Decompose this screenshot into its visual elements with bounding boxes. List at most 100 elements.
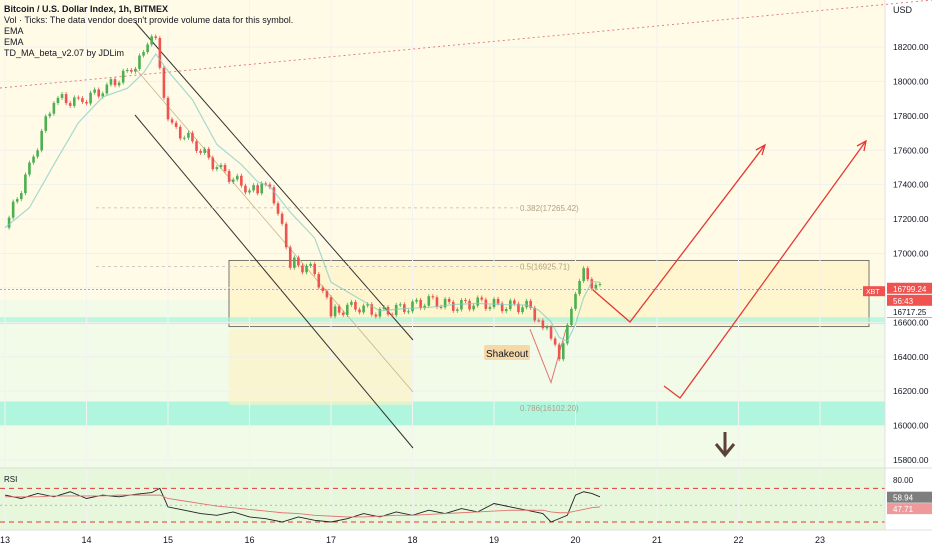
candle-body[interactable] [321, 287, 325, 292]
candle-body[interactable] [390, 314, 394, 316]
candle-body[interactable] [89, 92, 92, 104]
candle-body[interactable] [219, 164, 223, 168]
candle-body[interactable] [419, 299, 422, 309]
candle-body[interactable] [203, 148, 206, 153]
candle-body[interactable] [293, 257, 296, 268]
candle-body[interactable] [553, 338, 557, 345]
candle-body[interactable] [309, 263, 312, 266]
candle-body[interactable] [354, 301, 357, 310]
candle-body[interactable] [407, 311, 410, 313]
candle-body[interactable] [333, 306, 337, 317]
candle-body[interactable] [464, 300, 467, 302]
candle-body[interactable] [325, 291, 329, 298]
candle-body[interactable] [480, 297, 484, 300]
candle-body[interactable] [235, 175, 239, 180]
candle-body[interactable] [427, 296, 431, 306]
candle-body[interactable] [582, 268, 585, 281]
candle-body[interactable] [162, 67, 166, 98]
candle-body[interactable] [183, 137, 186, 139]
candle-body[interactable] [586, 268, 590, 280]
candle-body[interactable] [504, 308, 508, 312]
candle-body[interactable] [488, 307, 492, 309]
candle-body[interactable] [476, 297, 479, 306]
candle-body[interactable] [64, 94, 68, 104]
candle-body[interactable] [280, 213, 284, 224]
td-ma-legend[interactable]: TD_MA_beta_v2.07 by JDLim [4, 48, 125, 58]
candle-body[interactable] [533, 307, 537, 321]
candle-body[interactable] [590, 279, 594, 289]
candle-body[interactable] [513, 300, 516, 304]
candle-body[interactable] [195, 141, 198, 151]
candle-body[interactable] [207, 148, 211, 158]
candle-body[interactable] [411, 301, 414, 312]
candle-body[interactable] [415, 299, 418, 302]
candle-body[interactable] [85, 101, 88, 104]
candle-body[interactable] [598, 284, 602, 286]
candle-body[interactable] [362, 305, 365, 313]
candle-body[interactable] [113, 79, 117, 86]
candle-body[interactable] [557, 344, 561, 360]
candle-body[interactable] [398, 304, 402, 306]
candle-body[interactable] [28, 162, 31, 175]
candle-body[interactable] [146, 44, 149, 53]
candle-body[interactable] [142, 52, 145, 56]
candle-body[interactable] [305, 265, 308, 273]
candle-body[interactable] [431, 296, 435, 298]
candle-body[interactable] [44, 116, 48, 131]
candle-body[interactable] [138, 55, 141, 69]
candle-body[interactable] [435, 297, 439, 307]
candle-body[interactable] [158, 37, 162, 68]
candle-body[interactable] [60, 94, 64, 98]
candle-body[interactable] [15, 199, 19, 202]
candle-body[interactable] [447, 298, 451, 302]
candle-body[interactable] [313, 263, 316, 275]
candle-body[interactable] [276, 203, 280, 214]
candle-body[interactable] [545, 326, 549, 329]
candle-body[interactable] [468, 300, 471, 310]
candle-body[interactable] [248, 190, 251, 193]
candle-body[interactable] [56, 97, 60, 104]
candle-body[interactable] [570, 308, 573, 325]
candle-body[interactable] [231, 179, 235, 182]
candle-body[interactable] [240, 175, 243, 186]
candle-body[interactable] [394, 304, 398, 316]
candle-body[interactable] [456, 309, 459, 311]
candle-body[interactable] [341, 312, 345, 315]
candle-body[interactable] [301, 265, 304, 273]
candle-body[interactable] [264, 183, 268, 185]
candle-body[interactable] [223, 164, 227, 172]
candle-body[interactable] [374, 314, 378, 317]
candle-body[interactable] [537, 320, 541, 322]
rsi-ma-line[interactable] [5, 494, 600, 518]
candle-body[interactable] [52, 103, 56, 114]
rsi-line[interactable] [4, 487, 601, 523]
candle-body[interactable] [227, 171, 231, 182]
candle-body[interactable] [178, 126, 182, 139]
candle-body[interactable] [594, 284, 598, 289]
candle-body[interactable] [93, 89, 96, 93]
candle-body[interactable] [252, 185, 255, 191]
candle-body[interactable] [11, 201, 15, 218]
candle-body[interactable] [256, 185, 259, 194]
candle-body[interactable] [68, 103, 72, 106]
candle-body[interactable] [187, 132, 190, 138]
candle-body[interactable] [358, 309, 361, 313]
candle-body[interactable] [525, 300, 528, 308]
candle-body[interactable] [549, 326, 553, 339]
candle-body[interactable] [329, 297, 333, 317]
candle-body[interactable] [386, 307, 390, 315]
candle-body[interactable] [125, 69, 129, 71]
candle-body[interactable] [288, 247, 292, 268]
candle-body[interactable] [24, 174, 27, 194]
volume-legend[interactable]: Vol · Ticks: The data vendor doesn't pro… [4, 15, 294, 25]
candle-body[interactable] [529, 300, 532, 308]
candle-body[interactable] [443, 298, 447, 308]
candle-body[interactable] [337, 306, 341, 313]
candle-body[interactable] [97, 89, 101, 97]
candle-body[interactable] [260, 183, 264, 194]
candle-body[interactable] [48, 113, 52, 117]
candle-body[interactable] [541, 320, 545, 329]
candle-body[interactable] [174, 122, 178, 127]
candle-body[interactable] [284, 223, 288, 248]
